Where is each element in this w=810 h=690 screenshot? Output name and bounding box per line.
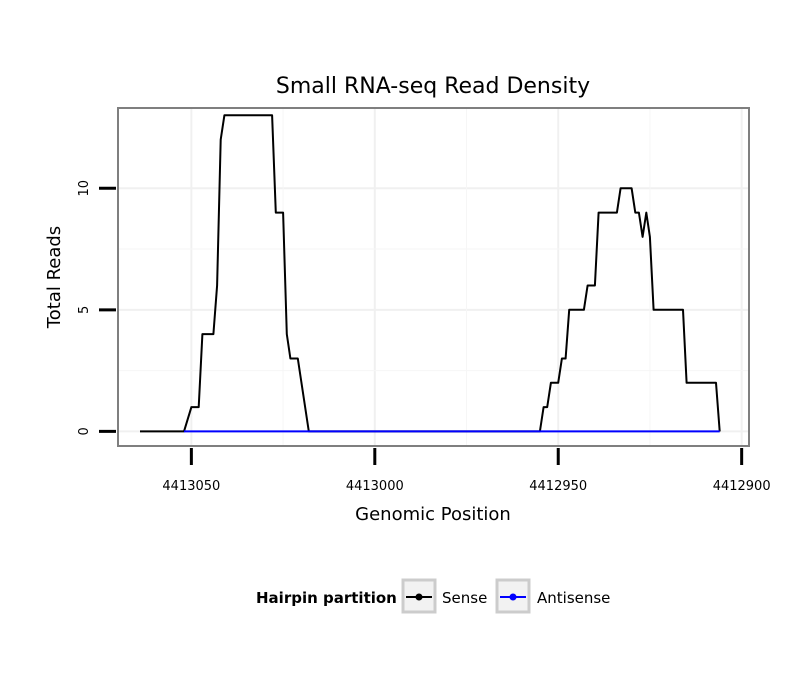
- plot-area: [118, 108, 749, 446]
- x-tick-label-3: 4412900: [713, 479, 771, 494]
- y-axis-label: Total Reads: [44, 226, 65, 329]
- y-tick-label-2: 10: [77, 180, 92, 197]
- legend-title: Hairpin partition: [256, 589, 397, 607]
- x-axis-label: Genomic Position: [355, 504, 511, 525]
- legend-label-sense: Sense: [442, 589, 487, 607]
- legend: Hairpin partition Sense Antisense: [256, 578, 610, 614]
- x-axis: 4413050 4413000 4412950 4412900: [162, 448, 771, 494]
- series-line-sense: [140, 114, 721, 433]
- x-tick-label-0: 4413050: [162, 479, 220, 494]
- series-lines: [140, 114, 721, 433]
- chart-title: Small RNA-seq Read Density: [276, 74, 590, 99]
- y-axis: 0 5 10: [77, 180, 116, 436]
- x-tick-label-1: 4413000: [346, 479, 404, 494]
- y-tick-label-1: 5: [77, 306, 92, 314]
- minor-gridlines: [118, 108, 749, 446]
- legend-label-antisense: Antisense: [537, 589, 610, 607]
- legend-key-antisense: [495, 578, 531, 614]
- legend-key-sense: [401, 578, 437, 614]
- plot-border: [117, 107, 750, 447]
- x-tick-label-2: 4412950: [529, 479, 587, 494]
- y-tick-label-0: 0: [77, 427, 92, 435]
